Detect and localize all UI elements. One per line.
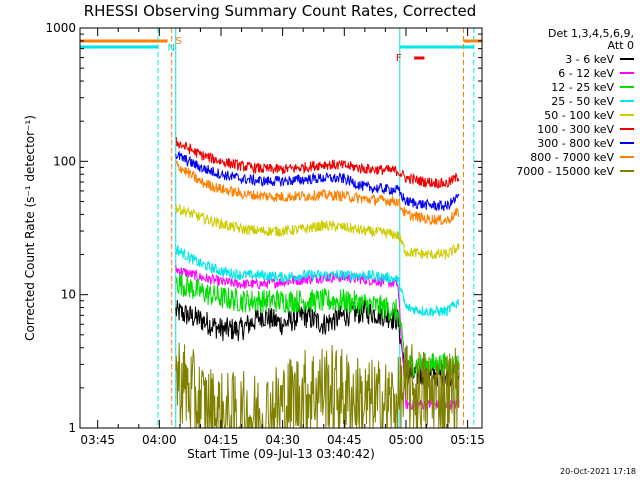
- footer-date: 20-Oct-2021 17:18: [560, 467, 636, 476]
- legend-label: 25 - 50 keV: [551, 94, 614, 108]
- legend-entry: 100 - 300 keV: [484, 122, 634, 136]
- legend-attenuator: Att 0: [607, 39, 634, 52]
- flag-bars: [80, 39, 482, 60]
- legend-label: 50 - 100 keV: [544, 108, 614, 122]
- legend-label: 800 - 7000 keV: [530, 150, 614, 164]
- legend: Det 1,3,4,5,6,9, Att 0 3 - 6 keV 6 - 12 k…: [484, 28, 634, 178]
- legend-entry: 50 - 100 keV: [484, 108, 634, 122]
- plot-frame: [79, 27, 483, 429]
- legend-swatch: [620, 128, 634, 130]
- legend-entry: 25 - 50 keV: [484, 94, 634, 108]
- legend-swatch: [620, 86, 634, 88]
- annotation-f: F: [396, 53, 402, 64]
- legend-swatch: [620, 58, 634, 60]
- legend-swatch: [620, 72, 634, 74]
- annotations: SN F: [167, 36, 401, 64]
- legend-swatch: [620, 156, 634, 158]
- legend-entry: 800 - 7000 keV: [484, 150, 634, 164]
- x-axis-label: Start Time (09-Jul-13 03:40:42): [187, 447, 375, 461]
- legend-entry: 3 - 6 keV: [484, 52, 634, 66]
- series-line: [175, 150, 460, 212]
- legend-entry: 300 - 800 keV: [484, 136, 634, 150]
- series-line: [175, 160, 460, 227]
- x-tick-label: 03:45: [80, 433, 115, 447]
- x-tick-label: 05:15: [450, 433, 485, 447]
- legend-swatch: [620, 114, 634, 116]
- series-lines: [175, 136, 460, 429]
- legend-label: 3 - 6 keV: [565, 52, 614, 66]
- legend-label: 7000 - 15000 keV: [516, 164, 614, 178]
- y-axis-label: Corrected Count Rate (s⁻¹ detector⁻¹): [23, 115, 37, 341]
- y-tick-label: 100: [53, 154, 76, 168]
- x-tick-label: 04:00: [142, 433, 177, 447]
- series-line: [175, 264, 460, 411]
- series-line: [175, 342, 460, 429]
- legend-swatch: [620, 100, 634, 102]
- series-line: [175, 136, 460, 190]
- legend-label: 12 - 25 keV: [551, 80, 614, 94]
- annotation-n: N: [167, 43, 174, 54]
- y-tick-label: 10: [61, 288, 76, 302]
- legend-label: 6 - 12 keV: [558, 66, 614, 80]
- x-tick-label: 04:30: [265, 433, 300, 447]
- legend-label: 100 - 300 keV: [537, 122, 614, 136]
- chart-title: RHESSI Observing Summary Count Rates, Co…: [83, 2, 477, 20]
- x-tick-label: 04:15: [204, 433, 239, 447]
- legend-swatch: [620, 170, 634, 172]
- legend-entry: 6 - 12 keV: [484, 66, 634, 80]
- annotation-s: S: [176, 36, 182, 47]
- axes: 03:45 04:00 04:15 04:30 04:45 05:00 05:15 1 10 10…: [23, 21, 485, 461]
- x-tick-label: 05:00: [389, 433, 424, 447]
- x-tick-label: 04:45: [327, 433, 362, 447]
- legend-detectors: Det 1,3,4,5,6,9,: [547, 27, 634, 40]
- y-tick-label: 1: [68, 421, 76, 435]
- legend-entry: 7000 - 15000 keV: [484, 164, 634, 178]
- legend-label: 300 - 800 keV: [537, 136, 614, 150]
- series-line: [175, 203, 460, 260]
- y-tick-label: 1000: [45, 21, 76, 35]
- legend-swatch: [620, 142, 634, 144]
- legend-entry: 12 - 25 keV: [484, 80, 634, 94]
- series-line: [175, 244, 460, 317]
